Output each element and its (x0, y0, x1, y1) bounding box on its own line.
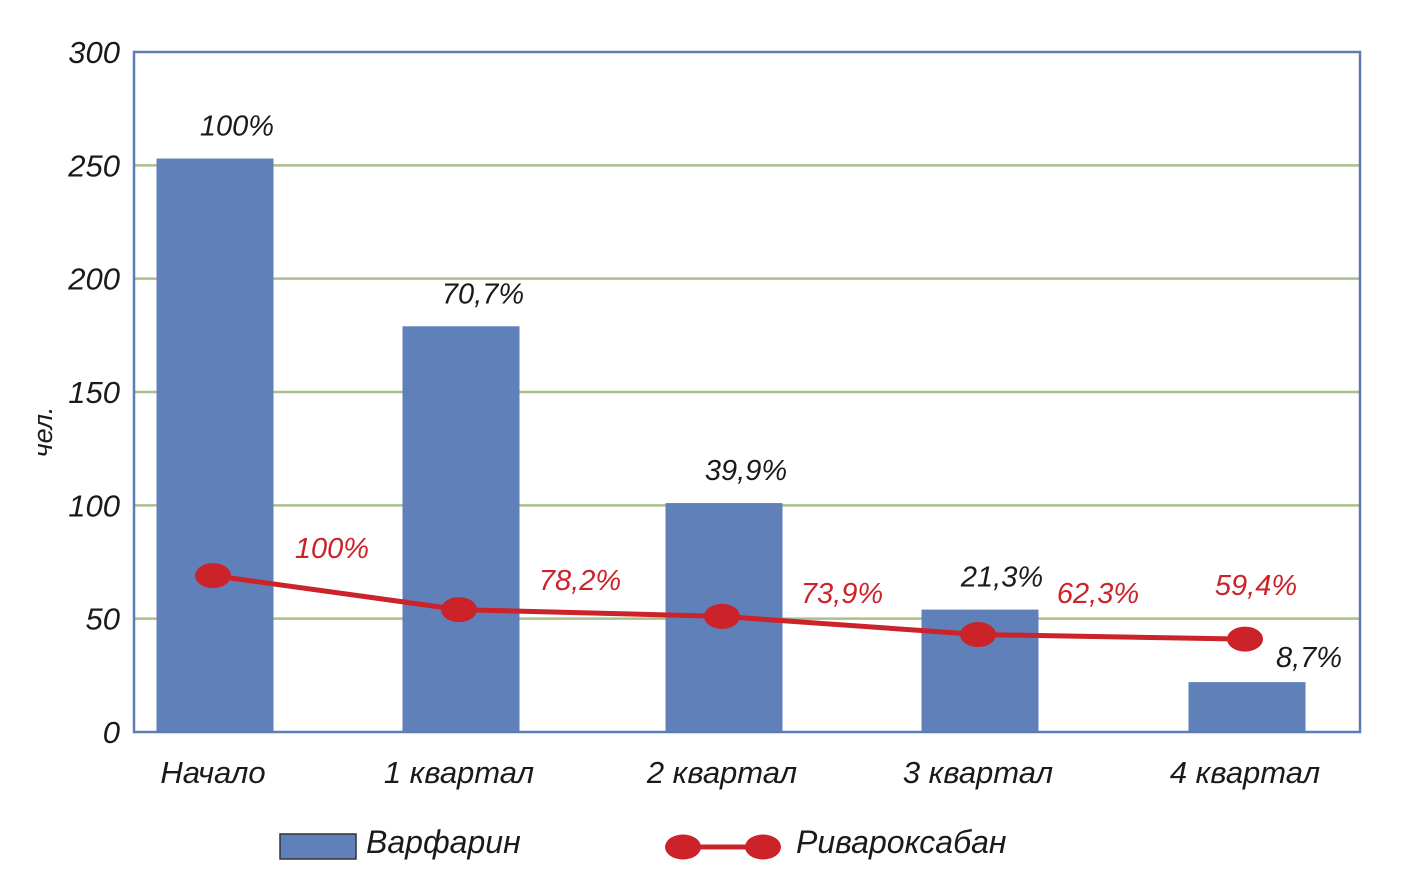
data-labels: 100% 70,7% 39,9% 21,3% 8,7% 100% 78,2% 73,9% 62,… (200, 111, 1342, 674)
x-tick-label: 2 квартал (646, 755, 797, 790)
bar (402, 326, 520, 732)
x-tick-label: 1 квартал (384, 755, 534, 790)
x-axis-categories: Начало 1 квартал 2 квартал 3 квартал 4 кварт… (160, 755, 1320, 790)
legend: Варфарин Ривароксабан (279, 824, 1006, 860)
x-tick-label: 3 квартал (903, 755, 1053, 790)
bar-data-label: 8,7% (1276, 642, 1342, 674)
legend-marker (665, 834, 701, 860)
line-data-label: 62,3% (1057, 578, 1139, 610)
bar-data-label: 70,7% (442, 278, 524, 310)
bar-data-label: 21,3% (960, 562, 1043, 594)
legend-label-rivaroxaban: Ривароксабан (796, 824, 1006, 860)
legend-swatch-rivaroxaban (665, 834, 781, 860)
y-axis-title: чел. (28, 407, 58, 458)
y-axis-ticks: 0 50 100 150 200 250 300 (67, 35, 120, 750)
legend-swatch-warfarin (279, 833, 357, 860)
legend-label-warfarin: Варфарин (366, 824, 521, 860)
bar-series-warfarin (156, 158, 1306, 733)
x-tick-label: 4 квартал (1170, 755, 1320, 790)
y-tick-label: 100 (68, 488, 120, 523)
y-tick-label: 200 (67, 262, 120, 297)
grid-lines (134, 164, 1360, 620)
bar (1188, 682, 1306, 732)
y-tick-label: 150 (68, 375, 120, 410)
line-data-label: 78,2% (539, 565, 621, 597)
line-series-rivaroxaban (195, 563, 1263, 652)
y-tick-label: 300 (68, 35, 120, 70)
line-data-label: 73,9% (801, 578, 883, 610)
legend-marker (745, 834, 781, 860)
line-marker (1227, 626, 1263, 652)
line-data-label: 100% (295, 533, 369, 565)
line-marker (195, 563, 231, 589)
line-marker (960, 622, 996, 648)
bar (156, 158, 274, 733)
x-tick-label: Начало (160, 755, 265, 790)
line-data-label: 59,4% (1215, 570, 1297, 602)
bar-data-label: 100% (200, 111, 274, 143)
line-marker (441, 597, 477, 623)
plot-area-border (132, 50, 1362, 734)
y-tick-label: 0 (103, 715, 120, 750)
y-tick-label: 50 (86, 602, 120, 637)
line-marker (704, 603, 740, 629)
y-tick-label: 250 (67, 148, 120, 183)
bar-data-label: 39,9% (705, 455, 787, 487)
